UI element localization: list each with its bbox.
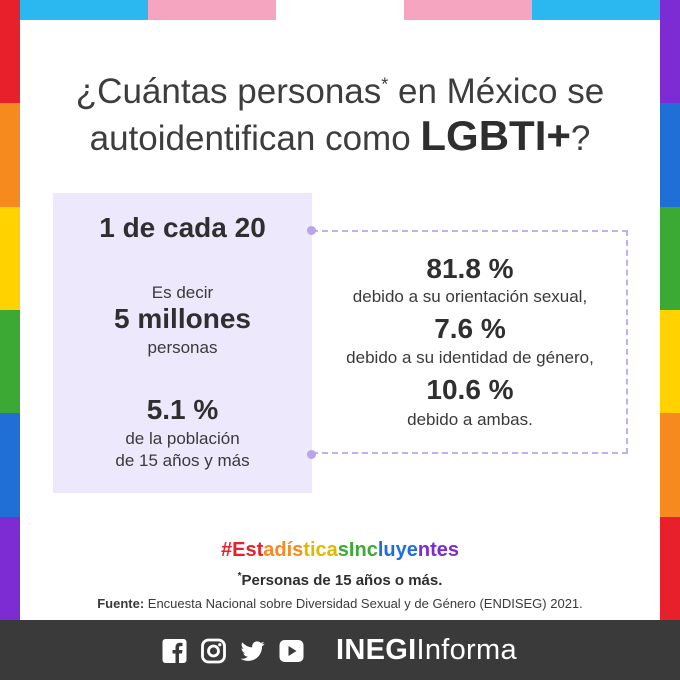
hashtag-text: #EstadísticasIncluyentes [221,539,459,561]
personas-label: personas [147,338,218,357]
facebook-icon[interactable] [161,638,188,664]
hashtag: #EstadísticasIncluyentes [40,539,640,562]
title-line1-post: en México se [388,72,605,111]
stripe [660,309,680,414]
source-text: Encuesta Nacional sobre Diversidad Sexua… [144,596,583,611]
stripe [660,103,680,207]
top-bar-segment [0,0,148,20]
orientation-percent: 81.8 % [426,253,514,284]
footnote-text: Personas de 15 años o más. [241,572,443,589]
stripe [0,413,20,517]
hashtag-letter: a [326,539,338,561]
instagram-icon[interactable] [200,638,227,664]
stripe [660,206,680,310]
hashtag-letter: d [274,539,287,561]
hashtag-letter: s [292,539,304,561]
footnote-asterisk: * [237,571,242,582]
both-desc: debido a ambas. [407,410,533,429]
connector-dot-bottom [307,450,316,459]
top-bar-segment [276,0,404,20]
top-bar-segment [532,0,680,20]
inegi-informa-logo: INEGIInforma [336,634,517,667]
footer-bar [0,620,680,680]
footnote: *Personas de 15 años o más. [40,571,640,590]
social-icons [161,638,305,664]
stripe [0,103,20,207]
hashtag-letter: t [430,539,437,561]
title-line1-pre: ¿Cuántas personas [75,72,382,111]
brand-informa: Informa [416,634,517,666]
left-rainbow-stripe [0,0,20,620]
top-bar-segment [148,0,276,20]
hashtag-letter: s [245,539,257,561]
stripe [0,309,20,414]
hashtag-letter: e [406,539,418,561]
stripe [660,413,680,517]
es-decir-label: Es decir [151,283,214,302]
page-title: ¿Cuántas personas* en México se autoiden… [40,70,640,161]
connector-dot-top [307,226,316,235]
ratio-stat: 1 de cada 20 [99,212,266,243]
hashtag-letter: c [366,539,378,561]
hashtag-letter: s [337,539,349,561]
stripe [660,516,680,620]
hashtag-letter: a [263,539,275,561]
source-label: Fuente: [97,596,145,611]
orientation-desc: debido a su orientación sexual, [352,287,588,306]
hashtag-letter: s [447,539,459,561]
hashtag-letter: t [303,539,310,561]
breakdown-connector [312,230,628,454]
hashtag-letter: I [348,539,355,561]
hashtag-letter: n [354,539,367,561]
title-lgbti: LGBTI+ [420,112,571,159]
twitter-icon[interactable] [239,638,266,664]
summary-panel [53,193,312,493]
title-asterisk: * [381,74,389,95]
hashtag-letter: í [286,539,293,561]
youtube-icon[interactable] [278,638,305,664]
hashtag-letter: e [436,539,448,561]
poblacion-label: de la población [125,429,240,448]
hashtag-letter: c [315,539,327,561]
hashtag-letter: u [383,539,396,561]
hashtag-letter: E [232,539,246,561]
both-percent: 10.6 % [426,374,514,405]
top-color-bar [0,0,680,20]
stripe [0,206,20,310]
hashtag-letter: n [417,539,431,561]
identity-percent: 7.6 % [434,313,506,344]
stripe [0,516,20,620]
title-line2-post: ? [570,119,591,158]
brand-inegi: INEGI [336,634,417,666]
source-note: Fuente: Encuesta Nacional sobre Diversid… [30,596,650,611]
right-rainbow-stripe [660,0,680,620]
hashtag-letter: y [395,539,407,561]
millones-stat: 5 millones [114,303,251,334]
hashtag-letter: i [309,539,316,561]
hashtag-letter: # [221,539,233,561]
edad-label: de 15 años y más [115,451,250,470]
identity-desc: debido a su identidad de género, [346,348,594,367]
population-percent-stat: 5.1 % [146,394,219,425]
top-bar-segment [404,0,532,20]
stripe [660,0,680,104]
stripe [0,0,20,104]
hashtag-letter: l [377,539,384,561]
hashtag-letter: t [256,539,264,561]
title-line2-pre: autoidentifican como [89,119,421,158]
